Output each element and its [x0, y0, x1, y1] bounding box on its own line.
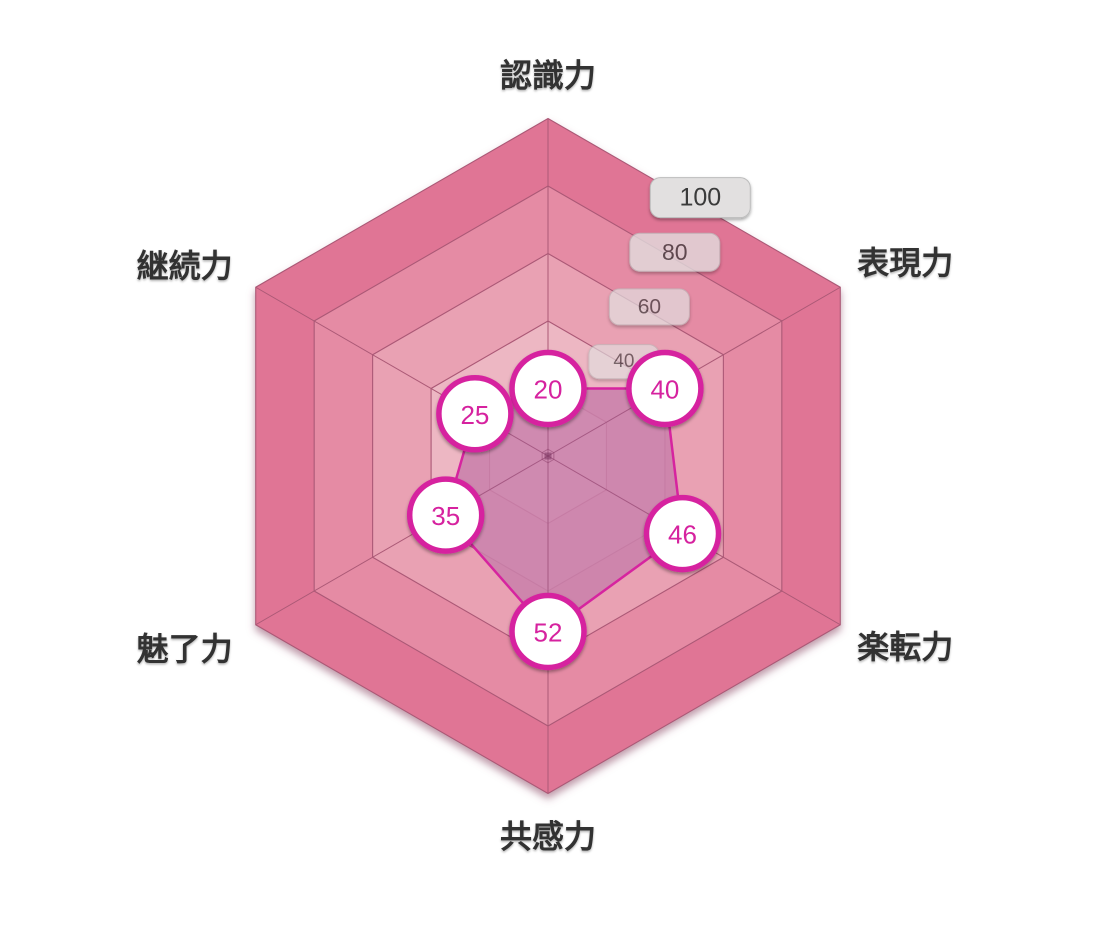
- svg-text:40: 40: [650, 375, 679, 405]
- svg-text:40: 40: [613, 351, 634, 372]
- svg-text:100: 100: [679, 184, 721, 212]
- svg-text:魅了力: 魅了力: [137, 631, 233, 667]
- svg-text:35: 35: [431, 501, 460, 531]
- svg-text:共感力: 共感力: [500, 819, 596, 855]
- svg-text:20: 20: [534, 375, 563, 405]
- svg-text:25: 25: [460, 400, 489, 430]
- svg-text:46: 46: [668, 520, 697, 550]
- svg-text:認識力: 認識力: [500, 58, 596, 94]
- svg-text:楽転力: 楽転力: [857, 629, 953, 665]
- svg-text:60: 60: [638, 295, 661, 318]
- svg-text:継続力: 継続力: [137, 248, 233, 284]
- svg-text:80: 80: [662, 239, 688, 265]
- svg-text:52: 52: [534, 618, 563, 648]
- svg-text:表現力: 表現力: [857, 245, 953, 281]
